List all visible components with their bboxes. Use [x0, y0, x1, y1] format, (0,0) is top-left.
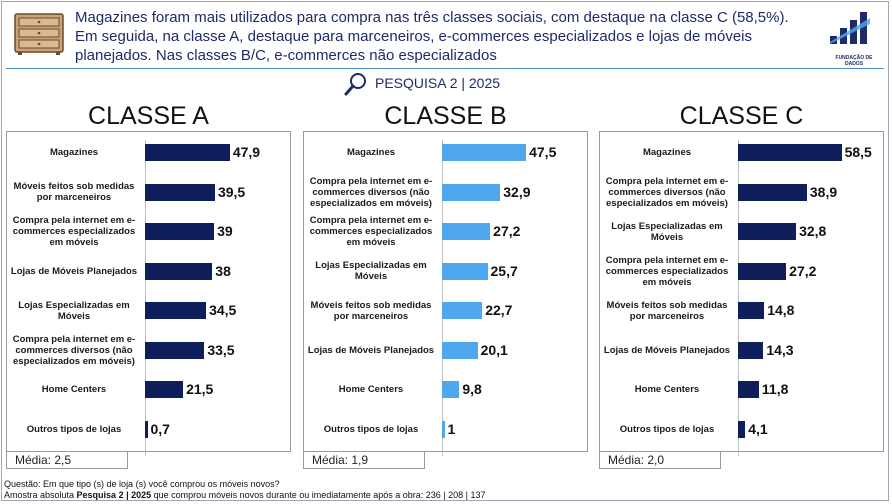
value-label-a: 47,9 — [232, 144, 261, 160]
value-label-b: 20,1 — [480, 341, 508, 358]
category-label-b: Lojas de Móveis Planejados — [307, 344, 435, 356]
value-label-b: 22,7 — [485, 302, 513, 318]
value-label-a: 34,5 — [209, 302, 237, 318]
bar-b — [442, 420, 445, 438]
category-label-a: Outros tipos de lojas — [26, 423, 122, 435]
category-label-c: Magazines — [642, 147, 692, 158]
category-label-a: Móveis feitos sob medidas por marceneiro… — [13, 181, 135, 203]
media-classe-a: Média: 2,5 — [6, 451, 128, 469]
value-label-a: 21,5 — [186, 381, 214, 397]
category-label-b: Magazines — [346, 147, 396, 158]
value-label-a: 39,5 — [217, 183, 246, 200]
category-label-a: Compra pela internet em e-commerces dive… — [12, 333, 136, 367]
survey-subtitle: PESQUISA 2 | 2025 — [375, 75, 501, 91]
value-label-a: 0,7 — [150, 420, 170, 437]
value-label-c: 14,8 — [767, 302, 795, 318]
category-label-a: Magazines — [49, 147, 99, 158]
dresser-icon — [14, 13, 64, 55]
category-label-c: Lojas de Móveis Planejados — [603, 344, 731, 356]
title-classe-a: CLASSE A — [88, 102, 209, 130]
category-label-b: Outros tipos de lojas — [323, 423, 419, 435]
bar-a — [145, 262, 213, 280]
category-label-b: Móveis feitos sob medidas por marceneiro… — [310, 299, 432, 322]
value-label-a: 39 — [217, 223, 233, 239]
footer-sample: Amostra absoluta Pesquisa 2 | 2025 que c… — [4, 490, 486, 500]
value-label-b: 25,7 — [490, 262, 518, 279]
category-label-c: Compra pela internet em e-commerces espe… — [605, 254, 729, 288]
header-divider — [6, 68, 884, 69]
category-label-a: Lojas de Móveis Planejados — [10, 265, 138, 277]
category-label-b: Lojas Especializadas em Móveis — [315, 260, 427, 282]
bar-a — [145, 341, 205, 359]
bar-c — [738, 420, 746, 438]
value-label-c: 4,1 — [748, 420, 768, 437]
axis-line-a — [145, 140, 146, 456]
title-classe-b: CLASSE B — [384, 102, 507, 130]
bar-b — [442, 223, 491, 240]
category-label-a: Compra pela internet em e-commerces espe… — [12, 215, 136, 248]
fundacao-logo-icon — [830, 12, 870, 44]
footer-question: Questão: Em que tipo (s) de loja (s) voc… — [4, 479, 280, 489]
bar-a — [145, 144, 230, 161]
bar-c — [738, 341, 764, 359]
value-label-b: 9,8 — [462, 381, 482, 397]
bar-b — [442, 381, 460, 398]
bar-a — [145, 420, 148, 438]
value-label-b: 47,5 — [529, 144, 557, 160]
category-label-c: Home Centers — [634, 384, 700, 395]
category-label-c: Móveis feitos sob medidas por marceneiro… — [606, 299, 728, 322]
bar-a — [145, 302, 207, 319]
bar-c — [738, 381, 759, 398]
search-icon — [344, 73, 366, 96]
value-label-c: 32,8 — [799, 223, 827, 239]
header-summary: Magazines foram mais utilizados para com… — [75, 9, 789, 64]
category-label-b: Home Centers — [338, 384, 404, 395]
value-label-c: 14,3 — [766, 341, 794, 358]
bar-b — [442, 183, 501, 201]
bar-b — [442, 302, 483, 319]
category-label-c: Outros tipos de lojas — [619, 423, 715, 435]
axis-line-b — [442, 140, 443, 456]
bar-c — [738, 183, 807, 201]
footer-sample-bold: Pesquisa 2 | 2025 — [76, 490, 152, 500]
bar-b — [442, 262, 488, 280]
category-label-c: Compra pela internet em e-commerces dive… — [605, 175, 729, 209]
category-label-c: Lojas Especializadas em Móveis — [611, 220, 723, 243]
chart-panel-a — [6, 131, 291, 452]
category-label-b: Compra pela internet em e-commerces dive… — [309, 175, 433, 209]
footer-sample-prefix: Amostra absoluta — [4, 490, 77, 500]
bar-a — [145, 223, 215, 240]
value-label-c: 38,9 — [809, 183, 838, 200]
bar-c — [738, 262, 787, 280]
value-label-b: 32,9 — [503, 183, 531, 200]
value-label-a: 38 — [215, 262, 231, 279]
value-label-b: 1 — [447, 420, 456, 437]
bar-a — [145, 183, 215, 201]
value-label-c: 58,5 — [844, 144, 872, 160]
bar-a — [145, 381, 184, 398]
axis-line-c — [738, 140, 739, 456]
bar-b — [442, 341, 478, 359]
category-label-a: Lojas Especializadas em Móveis — [18, 299, 130, 322]
media-classe-c: Média: 2,0 — [599, 451, 721, 469]
value-label-c: 11,8 — [761, 381, 789, 397]
category-label-b: Compra pela internet em e-commerces espe… — [309, 215, 433, 248]
value-label-a: 33,5 — [207, 341, 235, 358]
footer-sample-suffix: que comprou móveis novos durante ou imed… — [151, 490, 486, 500]
bar-c — [738, 223, 797, 240]
value-label-c: 27,2 — [789, 262, 817, 279]
category-label-a: Home Centers — [41, 384, 107, 395]
value-label-b: 27,2 — [493, 223, 521, 239]
logo-caption: FUNDAÇÃO DE DADOS — [835, 55, 873, 67]
title-classe-c: CLASSE C — [679, 102, 804, 130]
bar-c — [738, 302, 765, 319]
bar-c — [738, 144, 842, 161]
bar-b — [442, 144, 527, 161]
media-classe-b: Média: 1,9 — [303, 451, 425, 469]
